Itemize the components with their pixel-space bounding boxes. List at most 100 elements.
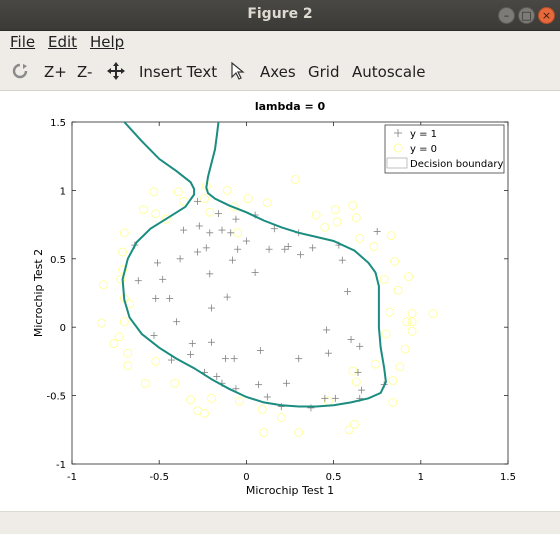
rejected-point xyxy=(344,425,354,435)
rejected-point xyxy=(119,317,129,327)
accepted-point xyxy=(321,394,329,402)
insert-text-button[interactable]: Insert Text xyxy=(139,63,218,81)
rejected-point xyxy=(200,194,209,204)
accepted-point xyxy=(213,372,221,380)
rejected-point xyxy=(311,210,321,220)
accepted-point xyxy=(338,256,346,264)
rejected-point xyxy=(384,307,394,317)
rejected-point xyxy=(140,378,150,388)
x-tick-label: -1 xyxy=(67,472,77,483)
accepted-point xyxy=(167,356,175,364)
rejected-point xyxy=(348,200,358,210)
rejected-point xyxy=(294,428,304,437)
legend-marker-rejected xyxy=(393,143,403,153)
accepted-point xyxy=(284,242,292,250)
rejected-point xyxy=(97,318,107,328)
axes-button[interactable]: Axes xyxy=(260,63,296,81)
rejected-point xyxy=(207,393,216,403)
accepted-point xyxy=(208,304,216,312)
accepted-point xyxy=(159,275,167,283)
rejected-point xyxy=(355,233,365,243)
chart-title: lambda = 0 xyxy=(255,100,326,113)
accepted-point xyxy=(202,244,210,252)
rejected-point xyxy=(350,419,359,429)
x-tick-label: -0.5 xyxy=(149,472,169,483)
rejected-point xyxy=(109,339,119,349)
rejected-point xyxy=(151,356,161,366)
rejected-point xyxy=(381,329,391,339)
menu-edit[interactable]: Edit xyxy=(48,33,77,51)
rejected-point xyxy=(388,376,398,386)
x-tick-label: 1.5 xyxy=(500,472,516,483)
menu-file-label: File xyxy=(10,33,36,51)
rejected-point xyxy=(262,198,272,208)
menu-file[interactable]: File xyxy=(10,33,35,51)
maximize-icon[interactable]: □ xyxy=(518,7,535,24)
legend-label-boundary: Decision boundary xyxy=(410,159,503,170)
rejected-point xyxy=(371,359,380,369)
accepted-point xyxy=(206,270,214,278)
legend: y = 1 y = 0 Decision boundary xyxy=(384,124,505,174)
accepted-point xyxy=(214,210,222,218)
autoscale-button[interactable]: Autoscale xyxy=(352,63,426,81)
toolbar: Z+ Z- Insert Text Axes Grid Autoscale xyxy=(0,54,560,91)
rotate-icon[interactable] xyxy=(10,61,30,81)
pan-icon[interactable] xyxy=(106,61,126,81)
rejected-point xyxy=(118,247,128,257)
accepted-point xyxy=(195,222,203,230)
rejected-point xyxy=(393,285,403,295)
axis-ticks: -1 -0.5 0 0.5 1 1.5 -1 -0.5 0 0.5 1 1.5 xyxy=(46,118,515,483)
rejected-point xyxy=(170,378,180,388)
accepted-point xyxy=(166,294,174,302)
accepted-point xyxy=(281,245,289,253)
accepted-point xyxy=(323,326,331,334)
accepted-point xyxy=(295,355,303,363)
grid-button[interactable]: Grid xyxy=(308,63,340,81)
accepted-point xyxy=(331,394,339,402)
title-bar[interactable]: Figure 2 – □ × xyxy=(0,0,560,31)
accepted-point xyxy=(194,248,202,256)
accepted-point xyxy=(251,268,259,276)
zoom-in-button[interactable]: Z+ xyxy=(44,63,67,81)
accepted-point xyxy=(358,386,366,394)
rejected-point xyxy=(123,361,133,370)
plot-canvas[interactable]: lambda = 0 -1 -0.5 0 0.5 1 1.5 -1 -0.5 0 0.5 1 1.5 … xyxy=(0,91,560,511)
y-tick-label: -0.5 xyxy=(46,392,66,403)
accepted-point xyxy=(263,393,271,401)
rejected-point xyxy=(407,317,417,327)
zoom-out-button[interactable]: Z- xyxy=(77,63,93,81)
rejected-point xyxy=(179,196,189,206)
menu-help[interactable]: Help xyxy=(90,33,124,51)
rejected-points xyxy=(97,175,438,437)
rejected-point xyxy=(428,309,438,318)
close-icon[interactable]: × xyxy=(538,7,555,24)
accepted-points xyxy=(131,197,388,412)
minimize-icon[interactable]: – xyxy=(498,7,515,24)
accepted-point xyxy=(208,338,216,346)
y-axis-label: Microchip Test 2 xyxy=(32,249,45,337)
rejected-point xyxy=(351,377,361,387)
accepted-point xyxy=(354,368,362,376)
legend-label-rejected: y = 0 xyxy=(410,144,437,155)
accepted-point xyxy=(324,349,332,357)
accepted-point xyxy=(188,340,196,348)
rejected-point xyxy=(243,194,253,204)
rejected-point xyxy=(114,332,124,342)
rejected-point xyxy=(320,222,330,232)
rejected-point xyxy=(390,257,400,266)
accepted-point xyxy=(347,336,355,344)
rejected-point xyxy=(379,274,389,284)
rejected-point xyxy=(259,428,269,437)
x-tick-label: 0 xyxy=(243,472,249,483)
rejected-point xyxy=(290,175,300,184)
accepted-point xyxy=(153,259,161,267)
accepted-point xyxy=(356,342,364,350)
rejected-point xyxy=(388,397,398,407)
y-tick-label: -1 xyxy=(56,460,66,471)
rejected-point xyxy=(386,231,396,240)
rejected-point xyxy=(119,228,129,238)
accepted-point xyxy=(256,346,264,354)
accepted-point xyxy=(223,293,231,301)
select-pointer-icon[interactable] xyxy=(228,61,248,81)
menu-bar: File Edit Help xyxy=(0,31,560,53)
